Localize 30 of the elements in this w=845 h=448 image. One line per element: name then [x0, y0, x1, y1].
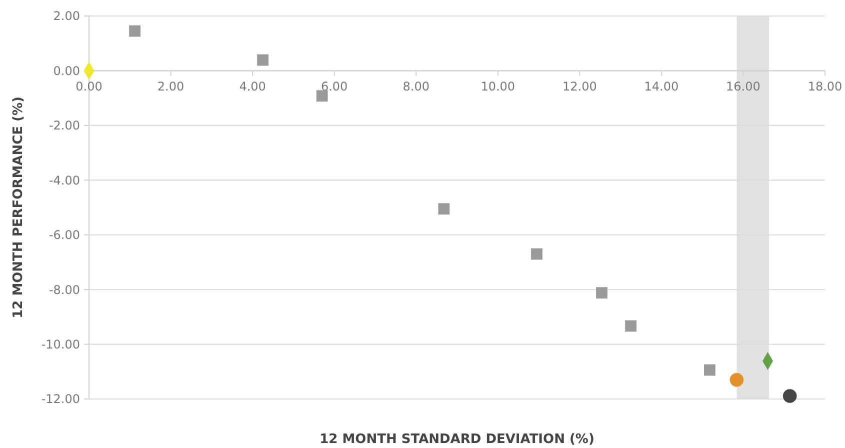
y-tick-label: 2.00 [53, 9, 80, 24]
point [438, 203, 450, 215]
point [257, 54, 268, 66]
x-tick-label: 14.00 [644, 80, 679, 94]
point [730, 372, 744, 387]
point [531, 248, 542, 260]
point [782, 389, 797, 403]
y-tick-label: 0.00 [53, 64, 80, 78]
y-tick-label: -10.00 [41, 337, 80, 352]
x-tick-label: 12.00 [562, 80, 597, 94]
point [625, 320, 636, 332]
x-tick-label: 2.00 [157, 80, 184, 94]
x-tick-label: 10.00 [480, 80, 516, 94]
x-tick-label: 16.00 [726, 80, 760, 94]
x-tick-label: 6.00 [320, 80, 348, 94]
x-tick-label: 18.00 [808, 80, 842, 94]
y-tick-label: -6.00 [48, 228, 80, 242]
y-tick-label: -8.00 [48, 282, 80, 297]
x-tick-label: 4.00 [239, 80, 266, 94]
y-tick-label: -2.00 [48, 118, 80, 133]
point [316, 90, 328, 102]
point [129, 25, 140, 37]
x-tick-label: 0.00 [76, 80, 102, 94]
x-tick-label: 8.00 [402, 80, 430, 94]
y-tick-label: -12.00 [41, 392, 80, 406]
point [704, 364, 716, 376]
x-axis-title: 12 MONTH STANDARD DEVIATION (%) [320, 432, 594, 447]
point [596, 287, 608, 299]
y-axis-title: 12 MONTH PERFORMANCE (%) [11, 96, 26, 318]
y-tick-label: -4.00 [48, 173, 80, 188]
